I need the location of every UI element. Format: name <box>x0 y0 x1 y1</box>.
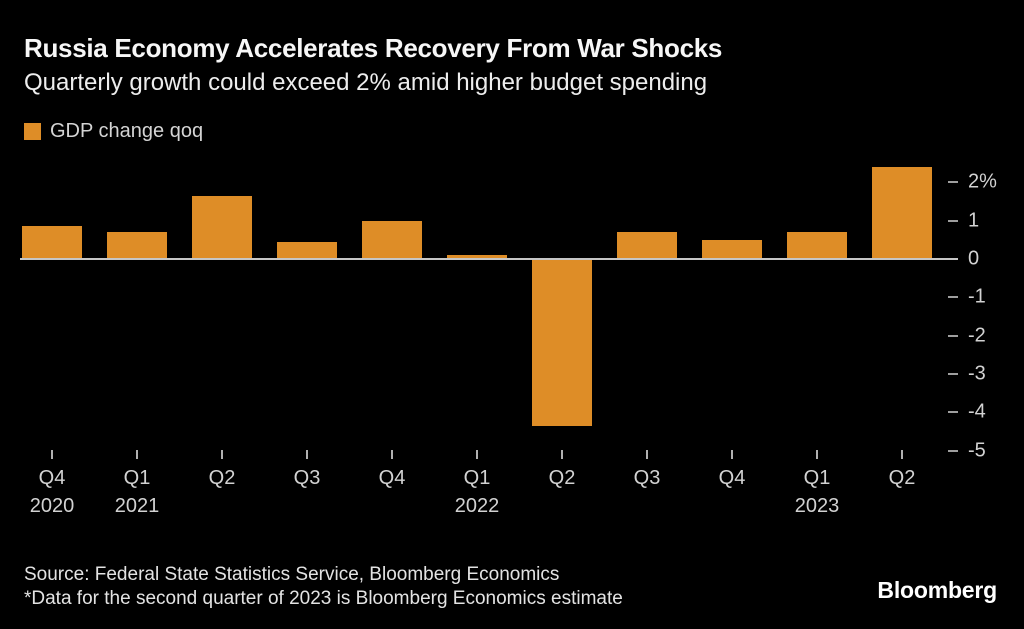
bar-q4-2020 <box>22 226 82 259</box>
y-tick-dash--4 <box>948 411 958 414</box>
x-axis-label-q4-2022: Q4 <box>718 467 746 489</box>
chart-subtitle: Quarterly growth could exceed 2% amid hi… <box>24 69 708 96</box>
y-axis-label-1: 1 <box>968 209 980 232</box>
source-text: Source: Federal State Statistics Service… <box>24 564 560 585</box>
x-tick-mark-3 <box>306 450 308 459</box>
y-tick-dash--5 <box>948 449 958 452</box>
x-axis-label-q2-2022: Q2 <box>548 467 576 489</box>
bar-q1-2021 <box>107 232 167 259</box>
y-tick-dash-2- <box>948 181 958 184</box>
x-axis-label-q1-2021: Q1 <box>123 467 151 489</box>
y-tick-dash-1 <box>948 219 958 222</box>
x-axis-label-q2-2023: Q2 <box>888 467 916 489</box>
x-axis-label-q1-2023: Q1 <box>803 467 831 489</box>
x-axis-year-2021: 2021 <box>114 495 160 517</box>
x-axis-label-q3-2022: Q3 <box>633 467 661 489</box>
x-axis-zero-line <box>20 258 958 260</box>
bar-q2-2021 <box>192 195 252 259</box>
x-tick-mark-1 <box>136 450 138 459</box>
bar-q3-2021 <box>277 241 337 259</box>
x-tick-mark-7 <box>646 450 648 459</box>
x-tick-mark-10 <box>901 450 903 459</box>
x-tick-mark-4 <box>391 450 393 459</box>
bar-q2-2022 <box>532 259 592 426</box>
x-axis-year-2020: 2020 <box>29 495 75 517</box>
legend: GDP change qoq <box>24 120 203 143</box>
bar-q3-2022 <box>617 232 677 259</box>
y-axis-label--1: -1 <box>968 285 986 308</box>
x-tick-mark-8 <box>731 450 733 459</box>
x-axis-label-q1-2022: Q1 <box>463 467 491 489</box>
bar-q4-2022 <box>702 239 762 259</box>
x-tick-mark-2 <box>221 450 223 459</box>
footnote-text: *Data for the second quarter of 2023 is … <box>24 588 623 609</box>
bloomberg-logo: Bloomberg <box>877 577 997 603</box>
legend-label: GDP change qoq <box>50 120 204 142</box>
bar-q1-2023 <box>787 232 847 259</box>
x-axis-label-q4-2021: Q4 <box>378 467 406 489</box>
y-axis-label--4: -4 <box>968 400 986 423</box>
chart-title: Russia Economy Accelerates Recovery From… <box>24 33 723 63</box>
y-axis-label--3: -3 <box>968 362 986 385</box>
x-tick-mark-9 <box>816 450 818 459</box>
y-axis-label-0: 0 <box>968 247 980 270</box>
x-axis-label-q4-2020: Q4 <box>38 467 66 489</box>
x-tick-mark-5 <box>476 450 478 459</box>
y-axis-label--5: -5 <box>968 439 986 461</box>
bar-q4-2021 <box>362 220 422 259</box>
y-tick-dash--3 <box>948 372 958 375</box>
y-axis-label-2-: 2% <box>968 170 997 193</box>
bar-q2-2023 <box>872 167 932 259</box>
x-axis-year-2022: 2022 <box>454 495 500 517</box>
x-axis-label-q2-2021: Q2 <box>208 467 236 489</box>
x-axis-year-2023: 2023 <box>794 495 840 517</box>
y-tick-dash--1 <box>948 296 958 299</box>
x-axis-label-q3-2021: Q3 <box>293 467 321 489</box>
y-tick-dash--2 <box>948 334 958 337</box>
bar-q1-2022 <box>447 255 507 259</box>
legend-swatch-icon <box>24 123 41 140</box>
x-tick-mark-0 <box>51 450 53 459</box>
x-tick-mark-6 <box>561 450 563 459</box>
y-axis-label--2: -2 <box>968 324 986 347</box>
